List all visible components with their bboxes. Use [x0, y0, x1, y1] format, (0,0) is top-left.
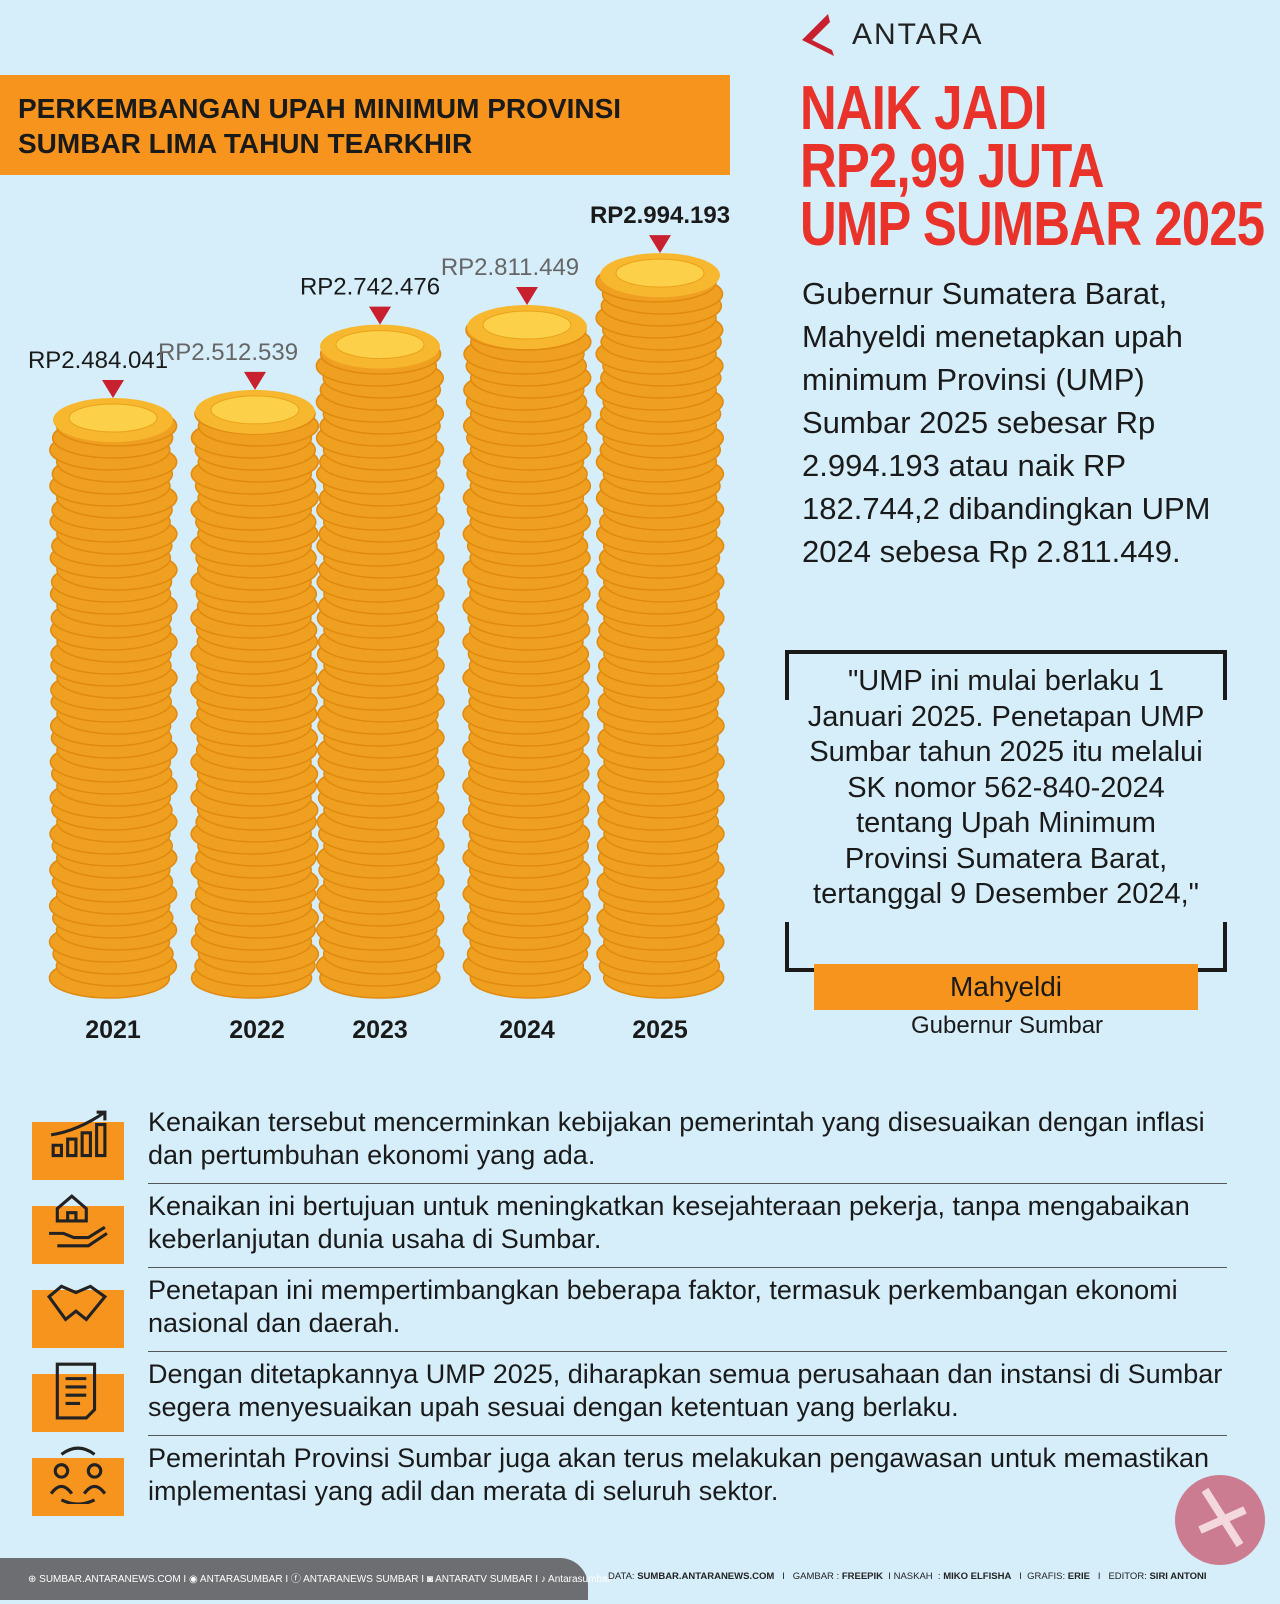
- coin-stack-2021: [48, 398, 178, 999]
- headline-line-2: RP2,99 JUTA: [800, 132, 1104, 201]
- divider: [148, 1267, 1227, 1268]
- growth-chart-icon: [50, 1110, 107, 1158]
- key-point-text: Penetapan ini mempertimbangkan beberapa …: [148, 1275, 1178, 1338]
- icon-box: [32, 1284, 124, 1348]
- key-point-item: Pemerintah Provinsi Sumbar juga akan ter…: [32, 1436, 1227, 1520]
- document-icon: [55, 1362, 97, 1420]
- coin-stack-chart: RP2.484.041 2021 RP2.512.539 2022 RP2.742.47…: [28, 202, 730, 1044]
- headline: NAIK JADI RP2,99 JUTA UMP SUMBAR 2025: [800, 74, 1265, 259]
- coin-stack-2022: [190, 389, 320, 999]
- headline-line-3: UMP SUMBAR 2025: [800, 190, 1265, 259]
- category-label: 2023: [352, 1016, 408, 1044]
- quote-box: "UMP ini mulai berlaku 1 Januari 2025. P…: [785, 650, 1227, 1010]
- key-point-item: Dengan ditetapkannya UMP 2025, diharapka…: [32, 1352, 1227, 1436]
- credit-value: SUMBAR.ANTARANEWS.COM: [637, 1571, 775, 1582]
- credit-value: ERIE: [1067, 1571, 1090, 1582]
- icon-box: [32, 1194, 124, 1264]
- coin-stack-2023: [315, 324, 445, 999]
- key-point-text: Dengan ditetapkannya UMP 2025, diharapka…: [148, 1359, 1223, 1422]
- coin-stack-2024: [462, 305, 592, 999]
- value-label: RP2.484.041: [28, 347, 168, 374]
- quote-author: Mahyeldi: [814, 964, 1198, 1010]
- quote-text: "UMP ini mulai berlaku 1 Januari 2025. P…: [807, 665, 1205, 910]
- divider: [148, 1435, 1227, 1436]
- value-label: RP2.811.449: [441, 254, 579, 281]
- antara-logo-icon: [802, 14, 834, 56]
- credit-value: MIKO ELFISHA: [943, 1571, 1012, 1582]
- banner-line-1: PERKEMBANGAN UPAH MINIMUM PROVINSI: [18, 93, 622, 124]
- quote-author-role: Gubernur Sumbar: [910, 1012, 1104, 1039]
- category-label: 2025: [632, 1016, 688, 1044]
- coin-top-inner: [615, 258, 705, 288]
- value-marker: [649, 235, 671, 254]
- icon-box: [32, 1362, 124, 1432]
- credit-value: FREEPIK: [841, 1571, 884, 1582]
- credit-label: I EDITOR:: [1089, 1571, 1150, 1582]
- quote-bracket-top: [785, 650, 1227, 700]
- key-point-item: Kenaikan ini bertujuan untuk meningkatka…: [32, 1184, 1227, 1268]
- value-label: RP2.994.193: [590, 202, 730, 229]
- antara-logo: ANTARA: [798, 12, 983, 58]
- value-marker: [516, 287, 538, 306]
- coin-stack-2025: [595, 253, 725, 999]
- divider: [148, 1183, 1227, 1184]
- value-marker: [244, 371, 266, 390]
- coin-top-inner: [68, 403, 158, 433]
- icon-box: [32, 1110, 124, 1180]
- coin-top-inner: [335, 330, 425, 360]
- credit-label: I NASKAH :: [883, 1571, 944, 1582]
- description: Gubernur Sumatera Barat, Mahyeldi meneta…: [802, 276, 1211, 569]
- key-point-item: Kenaikan tersebut mencerminkan kebijakan…: [32, 1100, 1227, 1184]
- brand-name: ANTARA: [852, 18, 984, 51]
- category-label: 2022: [229, 1016, 285, 1044]
- category-label: 2021: [85, 1016, 141, 1044]
- hand-house-icon: [49, 1194, 108, 1248]
- people-exchange-icon: [49, 1446, 107, 1504]
- value-marker: [369, 306, 391, 325]
- key-point-text: Kenaikan tersebut mencerminkan kebijakan…: [148, 1107, 1205, 1170]
- coin-top-inner: [482, 310, 572, 340]
- divider: [148, 1351, 1227, 1352]
- antaranews-watermark-logo: [1175, 1475, 1265, 1565]
- value-label: RP2.742.476: [300, 274, 440, 301]
- footer-social-bar: ⊕ SUMBAR.ANTARANEWS.COM I ◉ ANTARASUMBAR…: [0, 1558, 611, 1600]
- category-label: 2024: [499, 1016, 555, 1044]
- coin-top-inner: [210, 395, 300, 425]
- handshake-icon: [46, 1284, 108, 1322]
- credit-label: DATA:: [608, 1571, 638, 1582]
- headline-line-1: NAIK JADI: [800, 74, 1048, 143]
- key-point-text: Pemerintah Provinsi Sumbar juga akan ter…: [148, 1443, 1210, 1506]
- credit-value: SIRI ANTONI: [1149, 1571, 1207, 1582]
- value-label: RP2.512.539: [158, 339, 298, 366]
- credit-label: I GAMBAR :: [774, 1571, 842, 1582]
- banner-line-2: SUMBAR LIMA TAHUN TEARKHIR: [18, 128, 473, 159]
- key-point-text: Kenaikan ini bertujuan untuk meningkatka…: [148, 1191, 1190, 1254]
- watermark: [1150, 1450, 1280, 1604]
- credit-label: I GRAFIS:: [1011, 1571, 1068, 1582]
- footer-credits: DATA: SUMBAR.ANTARANEWS.COM I GAMBAR : F…: [608, 1571, 1206, 1582]
- chart-title-banner: PERKEMBANGAN UPAH MINIMUM PROVINSI SUMBA…: [0, 75, 730, 175]
- value-marker: [102, 380, 124, 398]
- key-point-item: Penetapan ini mempertimbangkan beberapa …: [32, 1268, 1227, 1352]
- icon-box: [32, 1446, 124, 1516]
